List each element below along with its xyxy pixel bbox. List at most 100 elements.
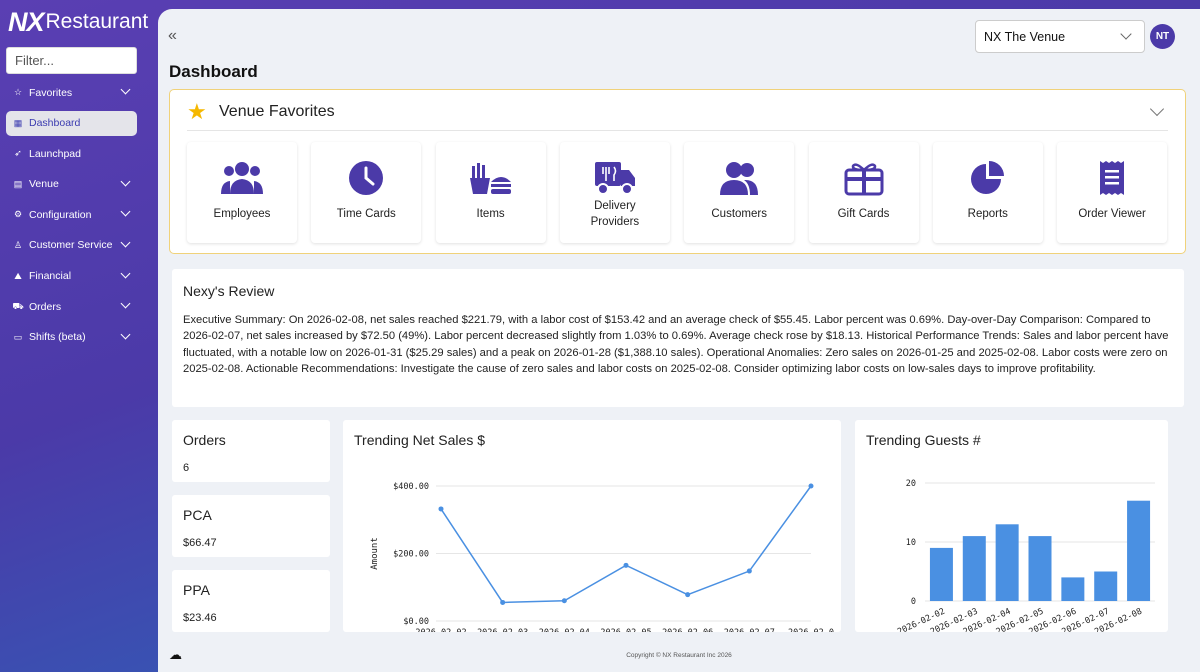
logo-text: Restaurant — [45, 10, 149, 33]
chevron-down-icon — [120, 84, 131, 95]
star-icon: ☆ — [13, 87, 23, 97]
kpi-card-orders: Orders 6 — [172, 420, 330, 482]
venue-icon: ▤ — [13, 178, 23, 189]
x-tick-label: 2026-02-04 — [539, 628, 590, 632]
sidebar-item-label: Venue — [29, 178, 59, 191]
main-content: « NX The Venue NT Dashboard ★ Venue Favo… — [158, 9, 1200, 672]
sidebar-item-favorites[interactable]: ☆ Favorites — [6, 80, 137, 105]
pie-chart-icon — [970, 158, 1006, 198]
financial-icon: ⛰ — [14, 270, 22, 281]
customers-icon — [718, 158, 760, 198]
bar[interactable] — [929, 547, 953, 601]
chart-title: Trending Net Sales $ — [354, 432, 485, 448]
net-sales-line-chart: $0.00 $200.00 $400.00 Amount 2026-02-02 2026-… — [370, 482, 834, 632]
x-tick-label: 2026-02-07 — [724, 628, 775, 632]
sidebar-item-configuration[interactable]: ⚙ Configuration — [6, 202, 137, 227]
data-point[interactable] — [808, 483, 814, 489]
footer-copyright: Copyright © NX Restaurant Inc 2026 — [626, 652, 732, 659]
grid-icon: ▦ — [13, 117, 23, 128]
logo-mark: NX — [8, 6, 45, 37]
chevron-down-icon[interactable] — [1149, 101, 1165, 117]
venue-favorites-title: Venue Favorites — [219, 103, 335, 120]
data-point[interactable] — [685, 592, 691, 598]
favorite-tile-time-cards[interactable]: Time Cards — [311, 142, 422, 243]
chart-title: Trending Guests # — [866, 432, 981, 448]
venue-favorites-panel: ★ Venue Favorites Employees Time Cards Ite… — [169, 89, 1186, 254]
sidebar-item-label: Launchpad — [29, 147, 81, 160]
sidebar-item-dashboard[interactable]: ▦ Dashboard — [6, 110, 137, 136]
x-tick-label: 2026-02-03 — [477, 628, 528, 632]
data-point[interactable] — [500, 599, 506, 605]
venue-select[interactable]: NX The Venue — [975, 20, 1145, 53]
divider — [187, 130, 1168, 131]
sidebar-item-shifts-beta[interactable]: ▭ Shifts (beta) — [6, 325, 137, 350]
favorite-tile-items[interactable]: Items — [435, 142, 546, 243]
sidebar-item-orders[interactable]: ⛟ Orders — [6, 294, 137, 319]
favorite-tile-employees[interactable]: Employees — [187, 142, 297, 243]
favorite-tile-label: Gift Cards — [837, 208, 890, 220]
rocket-icon: ➶ — [14, 148, 22, 159]
x-tick-label: 2026-02-02 — [415, 628, 466, 632]
bar[interactable] — [1094, 571, 1118, 602]
chevron-down-icon — [120, 237, 131, 248]
sidebar-item-label: Favorites — [29, 86, 73, 99]
chevron-down-icon — [1120, 28, 1132, 40]
chevron-down-icon — [120, 176, 131, 187]
favorite-tile-label: Customers — [711, 208, 767, 220]
favorite-tile-reports[interactable]: Reports — [932, 142, 1043, 243]
review-text: Executive Summary: On 2026-02-08, net sa… — [183, 314, 1169, 376]
data-point[interactable] — [746, 568, 752, 574]
data-point[interactable] — [623, 562, 629, 568]
favorite-tile-order-viewer[interactable]: Order Viewer — [1057, 142, 1168, 243]
kpi-card-ppa: PPA $23.46 — [172, 570, 330, 632]
sidebar: NX Restaurant ☆ Favorites ▦ Dashboard ➶ Launc… — [0, 0, 149, 672]
star-icon: ★ — [187, 99, 207, 124]
sidebar-item-label: Orders — [29, 300, 62, 313]
kpi-value: 6 — [183, 462, 190, 474]
chevron-down-icon — [120, 329, 131, 340]
nexys-review-card: Nexy's Review Executive Summary: On 2026… — [172, 269, 1184, 407]
delivery-truck-icon — [594, 158, 636, 198]
sidebar-item-venue[interactable]: ▤ Venue — [6, 172, 137, 197]
net-sales-chart-card: Trending Net Sales $ $0.00 $200.00 $400.00… — [343, 420, 841, 632]
series-line — [440, 485, 812, 604]
review-title: Nexy's Review — [183, 283, 275, 299]
logo[interactable]: NX Restaurant — [8, 6, 149, 37]
bar[interactable] — [1028, 536, 1052, 601]
x-tick-label: 2026-02-05 — [600, 628, 651, 632]
gear-icon: ⚙ — [13, 209, 23, 220]
sidebar-item-launchpad[interactable]: ➶ Launchpad — [6, 141, 137, 166]
favorite-tile-gift-cards[interactable]: Gift Cards — [808, 142, 919, 243]
bar[interactable] — [962, 536, 986, 601]
filter-input[interactable] — [6, 47, 137, 74]
chevron-down-icon — [120, 206, 131, 217]
favorite-tile-customers[interactable]: Customers — [684, 142, 795, 243]
y-axis-label: Amount — [370, 537, 380, 570]
sidebar-item-financial[interactable]: ⛰ Financial — [6, 264, 137, 289]
cart-icon: ⛟ — [12, 300, 24, 311]
kpi-title: Orders — [183, 432, 226, 448]
kpi-value: $66.47 — [183, 537, 217, 549]
guests-chart-card: Trending Guests # 0 10 20 2026-02-02 2026-02… — [855, 420, 1168, 632]
data-point[interactable] — [438, 506, 444, 512]
sidebar-item-customer-service[interactable]: ♙ Customer Service — [6, 233, 137, 258]
avatar[interactable]: NT — [1150, 24, 1175, 49]
clock-icon — [348, 158, 384, 198]
kpi-value: $23.46 — [183, 612, 217, 624]
bar[interactable] — [1061, 577, 1085, 601]
bar[interactable] — [995, 524, 1019, 601]
y-tick-label: 10 — [906, 538, 916, 548]
data-point[interactable] — [561, 598, 567, 604]
bar[interactable] — [1127, 500, 1151, 601]
customer-service-icon: ♙ — [13, 239, 23, 250]
cloud-icon: ☁ — [169, 647, 182, 662]
favorite-tile-delivery-providers[interactable]: Delivery Providers — [559, 142, 670, 243]
favorite-tile-label: Items — [476, 208, 505, 220]
favorite-tile-label: Employees — [213, 208, 271, 220]
chevron-down-icon — [120, 268, 131, 279]
venue-select-value: NX The Venue — [984, 29, 1066, 44]
chevron-down-icon — [120, 298, 131, 309]
guests-bar-chart: 010202026-02-022026-02-032026-02-042026-… — [896, 479, 1155, 632]
collapse-sidebar-icon[interactable]: « — [168, 27, 177, 44]
employees-icon — [221, 158, 263, 198]
